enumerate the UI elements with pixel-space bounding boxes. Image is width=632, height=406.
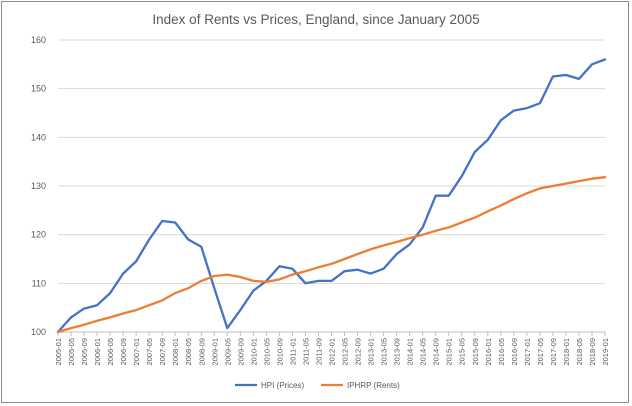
x-tick-label: 2015-05 <box>458 338 467 366</box>
x-tick-label: 2016-05 <box>497 338 506 366</box>
x-tick-label: 2013-01 <box>367 338 376 366</box>
y-tick-label: 140 <box>31 132 46 142</box>
x-tick-label: 2014-01 <box>406 338 415 366</box>
x-tick-label: 2006-05 <box>106 338 115 366</box>
x-tick-label: 2012-09 <box>354 338 363 366</box>
x-tick-label: 2009-05 <box>223 338 232 366</box>
x-tick-label: 2005-01 <box>54 338 63 366</box>
x-tick-label: 2013-09 <box>393 338 402 366</box>
chart-title: Index of Rents vs Prices, England, since… <box>152 12 479 27</box>
x-tick-label: 2012-01 <box>328 338 337 366</box>
x-tick-label: 2008-01 <box>171 338 180 366</box>
x-tick-label: 2015-09 <box>471 338 480 366</box>
x-tick-label: 2006-01 <box>93 338 102 366</box>
x-tick-label: 2007-05 <box>145 338 154 366</box>
y-tick-label: 100 <box>31 327 46 337</box>
x-tick-label: 2009-01 <box>210 338 219 366</box>
x-tick-label: 2005-09 <box>80 338 89 366</box>
y-tick-label: 150 <box>31 84 46 94</box>
x-tick-label: 2010-05 <box>262 338 271 366</box>
x-tick-label: 2005-05 <box>67 338 76 366</box>
x-axis-ticks: 2005-01 2005-05 2005-09 2006-01 2006-05 2006-… <box>54 332 610 366</box>
x-tick-label: 2011-01 <box>288 338 297 365</box>
series-lines <box>56 58 607 334</box>
x-tick-label: 2013-05 <box>380 338 389 366</box>
x-tick-label: 2008-09 <box>197 338 206 366</box>
legend-label: HPI (Prices) <box>261 381 304 390</box>
x-tick-label: 2007-09 <box>158 338 167 366</box>
x-tick-label: 2018-09 <box>588 338 597 366</box>
y-tick-label: 130 <box>31 181 46 191</box>
y-tick-label: 160 <box>31 35 46 45</box>
x-tick-label: 2010-01 <box>249 338 258 366</box>
legend: HPI (Prices) IPHRP (Rents) <box>235 381 400 390</box>
x-tick-label: 2009-09 <box>236 338 245 366</box>
x-tick-label: 2018-01 <box>562 338 571 366</box>
x-tick-label: 2016-01 <box>484 338 493 366</box>
y-tick-label: 120 <box>31 230 46 240</box>
x-tick-label: 2011-05 <box>301 338 310 365</box>
series-line <box>56 58 607 334</box>
x-tick-label: 2017-01 <box>523 338 532 366</box>
x-tick-label: 2006-09 <box>119 338 128 366</box>
grid-lines <box>58 39 605 284</box>
legend-label: IPHRP (Rents) <box>347 381 400 390</box>
series-line <box>56 176 607 334</box>
x-tick-label: 2008-05 <box>184 338 193 366</box>
x-tick-label: 2018-05 <box>575 338 584 366</box>
x-tick-label: 2014-09 <box>432 338 441 366</box>
x-tick-label: 2010-09 <box>275 338 284 366</box>
y-axis-ticks: 100 110 120 130 140 150 160 <box>31 35 46 337</box>
x-tick-label: 2007-01 <box>132 338 141 366</box>
x-tick-label: 2019-01 <box>601 338 610 366</box>
x-tick-label: 2016-09 <box>510 338 519 366</box>
y-tick-label: 110 <box>32 278 46 288</box>
x-tick-label: 2011-09 <box>314 338 323 365</box>
x-tick-label: 2017-09 <box>549 338 558 366</box>
x-tick-label: 2014-05 <box>419 338 428 366</box>
x-tick-label: 2015-01 <box>445 338 454 366</box>
x-tick-label: 2017-05 <box>536 338 545 366</box>
x-tick-label: 2012-05 <box>341 338 350 366</box>
